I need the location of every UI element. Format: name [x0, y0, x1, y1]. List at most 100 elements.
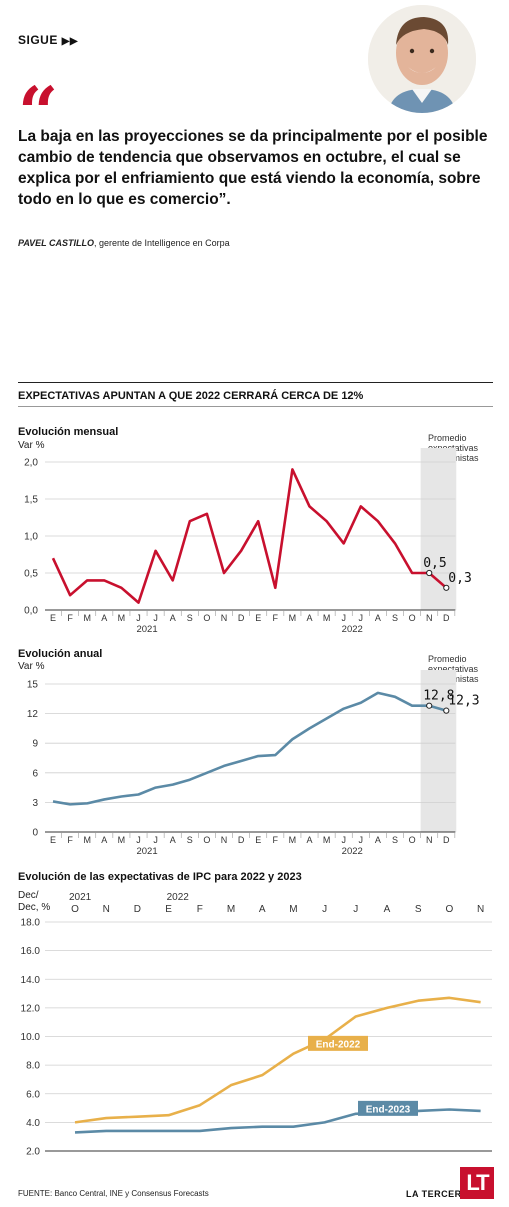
chart1-x-tick-label: E	[50, 613, 56, 623]
chart3-unit-line2: Dec, %	[18, 902, 51, 913]
section-title: EXPECTATIVAS APUNTAN A QUE 2022 CERRARÁ …	[18, 390, 364, 402]
chart2-title: Evolución anual	[18, 648, 103, 660]
chart2-x-tick-label: S	[392, 835, 398, 845]
chart1-x-tick-label: N	[221, 613, 228, 623]
chart1-y-tick-label: 0,5	[24, 569, 38, 580]
chart1-y-tick-label: 0,0	[24, 606, 38, 617]
chart3-y-tick-label: 16.0	[21, 946, 41, 957]
quote-author: PAVEL CASTILLO, gerente de Intelligence …	[18, 238, 230, 248]
chart2-unit: Var %	[18, 661, 45, 672]
chart1-x-tick-label: M	[289, 613, 297, 623]
chart2-data-label: 12,8	[423, 689, 454, 704]
chart2-x-tick-label: D	[238, 835, 245, 845]
chart3-series-label: End-2022	[316, 1039, 361, 1050]
chart3-y-tick-label: 10.0	[21, 1032, 41, 1043]
chart2-x-tick-label: M	[323, 835, 331, 845]
chart2-x-tick-label: E	[255, 835, 261, 845]
chart1-year-label: 2021	[136, 624, 157, 635]
chart2-x-tick-label: J	[136, 835, 141, 845]
chart2-x-tick-label: J	[341, 835, 346, 845]
chart3-title: Evolución de las expectativas de IPC par…	[18, 871, 302, 883]
chart1-x-tick-label: M	[323, 613, 331, 623]
chart1-title: Evolución mensual	[18, 426, 119, 438]
chart2-x-tick-label: J	[359, 835, 364, 845]
chart2-x-tick-label: S	[187, 835, 193, 845]
chart3-x-tick-label: M	[289, 904, 297, 915]
chart2-forecast-point	[443, 707, 450, 714]
chart1-y-tick-label: 1,0	[24, 532, 38, 543]
chart3-series-label-box	[358, 1100, 418, 1116]
section-title-underline	[18, 406, 493, 407]
chart3-year-label: 2021	[69, 892, 92, 903]
chart2-x-tick-label: M	[83, 835, 91, 845]
chart1-x-tick-label: M	[83, 613, 91, 623]
chart2-year-label: 2021	[136, 846, 157, 857]
chart2-y-tick-label: 6	[32, 768, 38, 779]
chart3-y-tick-label: 6.0	[26, 1089, 40, 1100]
chart1-x-tick-label: O	[409, 613, 416, 623]
chart1-y-tick-label: 1,5	[24, 495, 38, 506]
la-tercera-logo: LT	[460, 1167, 494, 1199]
chart3-x-tick-label: A	[259, 904, 266, 915]
forward-arrows-icon: ▶▶	[61, 36, 79, 47]
chart2-x-tick-label: O	[409, 835, 416, 845]
chart1-x-tick-label: J	[341, 613, 346, 623]
chart1-x-tick-label: J	[153, 613, 158, 623]
chart1-x-tick-label: J	[136, 613, 141, 623]
chart2-x-tick-label: F	[67, 835, 73, 845]
chart1-x-tick-label: F	[67, 613, 73, 623]
chart3-y-tick-label: 14.0	[21, 975, 41, 986]
chart3-y-tick-label: 18.0	[21, 918, 41, 929]
chart2-y-tick-label: 9	[32, 739, 38, 750]
chart3-x-tick-label: N	[477, 904, 484, 915]
chart3-series-label: End-2023	[366, 1104, 411, 1115]
sigue-label: SIGUE	[18, 33, 58, 47]
source-note: FUENTE: Banco Central, INE y Consensus F…	[18, 1189, 209, 1198]
chart3-x-tick-label: J	[353, 904, 358, 915]
chart3-y-tick-label: 8.0	[26, 1061, 40, 1072]
chart3-x-tick-label: E	[165, 904, 172, 915]
chart2-data-label: 12,3	[448, 694, 479, 709]
section-divider	[18, 382, 493, 383]
chart1-x-tick-label: F	[273, 613, 279, 623]
chart2-x-tick-label: A	[375, 835, 381, 845]
chart3-series-line-end-2023	[74, 1108, 481, 1134]
chart1-unit: Var %	[18, 440, 45, 451]
chart1-x-tick-label: A	[101, 613, 107, 623]
chart1-x-tick-label: A	[306, 613, 312, 623]
chart1-y-tick-label: 2,0	[24, 458, 38, 469]
chart2-forecast-point	[426, 702, 433, 709]
chart2-y-tick-label: 15	[27, 680, 39, 691]
chart3-x-tick-label: F	[197, 904, 203, 915]
chart2-series-line	[52, 691, 447, 806]
chart2-y-tick-label: 0	[32, 828, 38, 839]
chart3-series-line-end-2022	[74, 996, 481, 1124]
chart2-x-tick-label: N	[426, 835, 433, 845]
chart1-x-tick-label: D	[238, 613, 245, 623]
chart2-forecast-shade	[420, 670, 457, 832]
chart2-x-tick-label: D	[443, 835, 450, 845]
chart3-y-tick-label: 12.0	[21, 1003, 41, 1014]
chart3-y-tick-label: 2.0	[26, 1147, 40, 1158]
chart3-x-tick-label: O	[446, 904, 454, 915]
chart1-x-tick-label: S	[187, 613, 193, 623]
chart2-year-label: 2022	[342, 846, 363, 857]
chart1-forecast-point	[443, 584, 450, 591]
chart3-y-tick-label: 4.0	[26, 1118, 40, 1129]
chart1-data-label: 0,3	[448, 571, 471, 586]
author-role: , gerente de Intelligence en Corpa	[94, 238, 230, 248]
chart1-x-tick-label: N	[426, 613, 433, 623]
sigue-link[interactable]: SIGUE ▶▶	[18, 33, 78, 47]
chart2-x-tick-label: A	[170, 835, 176, 845]
chart2-x-tick-label: M	[289, 835, 297, 845]
chart3-x-tick-label: N	[103, 904, 110, 915]
chart1-forecast-point	[426, 569, 433, 577]
chart2-x-tick-label: A	[306, 835, 312, 845]
chart3-year-label: 2022	[167, 892, 190, 903]
chart3-x-tick-label: A	[384, 904, 391, 915]
author-photo	[368, 5, 476, 113]
quote-mark-icon: “	[18, 71, 59, 154]
chart1-x-tick-label: E	[255, 613, 261, 623]
author-name: PAVEL CASTILLO	[18, 238, 95, 248]
